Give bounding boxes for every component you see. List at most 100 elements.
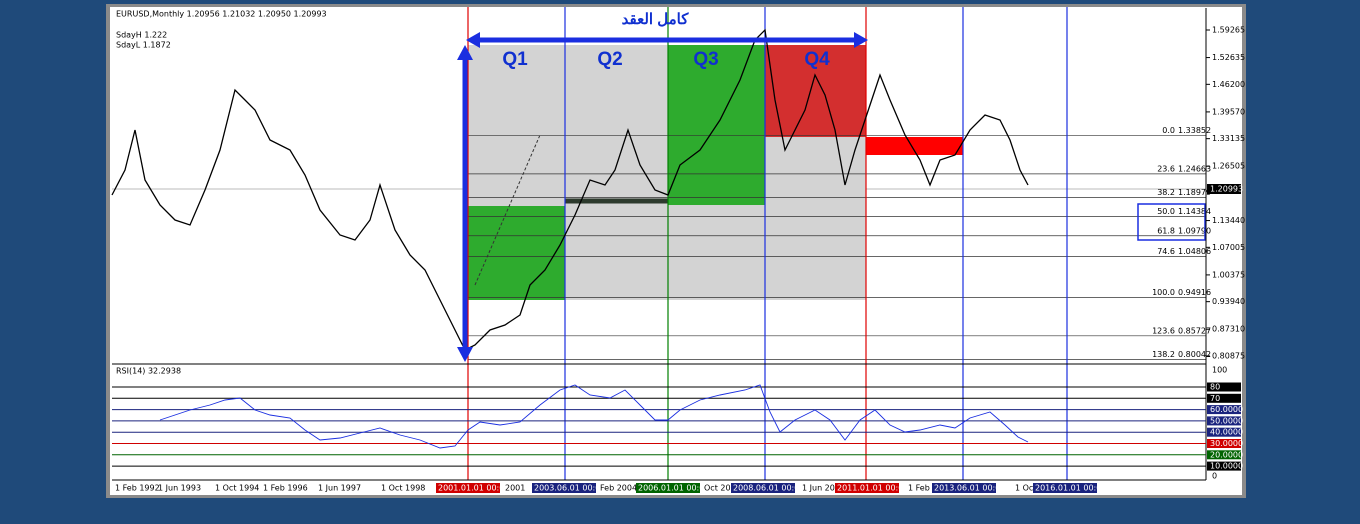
time-label: 1 Jun 1997 <box>318 484 361 493</box>
price-label: 1.07005 <box>1212 243 1245 252</box>
fib-price: 1.04806 <box>1178 247 1211 256</box>
rsi-level-box <box>1207 382 1241 392</box>
rsi-level-label: 70 <box>1210 394 1220 403</box>
fib-ratio: 100.0 <box>1152 288 1175 297</box>
sday-low: SdayL 1.1872 <box>116 41 171 50</box>
price-axis: 1.59265 1.52635 1.46200 1.39570 1.33135 1.265… <box>1206 26 1245 361</box>
date-marker <box>835 483 899 493</box>
time-label: 1 Oct 1998 <box>381 484 425 493</box>
quarter-label: Q4 <box>804 49 830 70</box>
fib-price: 1.09790 <box>1178 226 1211 235</box>
rsi-pane: RSI(14) 32.2938 100 0 80 70 60.0000 50.0000 40.… <box>112 366 1243 481</box>
time-label: Feb 2004 <box>600 484 637 493</box>
time-label: 2001 <box>505 484 525 493</box>
fib-price: 1.33852 <box>1178 126 1211 135</box>
rsi-level-label: 30.0000 <box>1210 439 1243 448</box>
highlight-box <box>1137 203 1206 241</box>
quarter-label: Q1 <box>502 49 528 70</box>
date-marker <box>1033 483 1097 493</box>
rsi-level-label: 40.0000 <box>1210 428 1243 437</box>
time-label: 2001.01.01 00:00 <box>438 484 509 493</box>
date-marker <box>932 483 996 493</box>
rsi-level-label: 10.0000 <box>1210 462 1243 471</box>
date-marker <box>532 483 596 493</box>
time-label: 1 Feb 1992 <box>115 484 160 493</box>
time-label: Oct 200 <box>704 484 736 493</box>
symbol-info: EURUSD,Monthly 1.20956 1.21032 1.20950 1… <box>116 10 327 19</box>
fib-price: 0.85727 <box>1178 326 1211 335</box>
time-label: 2013.06.01 00:00 <box>934 484 1005 493</box>
rsi-level-box <box>1207 439 1241 448</box>
current-price-box <box>1207 184 1241 194</box>
current-price: 1.20993 <box>1210 185 1243 194</box>
contract-label: كامل العقد <box>622 11 690 28</box>
time-label: 1 Oc <box>1015 484 1033 493</box>
time-label: 1 Feb 1996 <box>263 484 308 493</box>
fib-ratio: 123.6 <box>1152 326 1175 335</box>
rsi-level-box <box>1207 461 1241 471</box>
fib-ratio: 0.0 <box>1162 126 1175 135</box>
date-marker <box>636 483 700 493</box>
rsi-level-box <box>1207 393 1241 403</box>
quarter-label: Q3 <box>693 49 718 70</box>
rsi-level-label: 20.0000 <box>1210 450 1243 459</box>
fib-ratio: 38.2 <box>1157 188 1175 197</box>
sday-high: SdayH 1.222 <box>116 31 167 40</box>
q1-box <box>468 206 565 300</box>
rsi-level-box <box>1207 450 1241 460</box>
price-label: 1.26505 <box>1212 162 1245 171</box>
time-label: 1 Jun 20 <box>802 484 835 493</box>
rsi-level-label: 50.0000 <box>1210 416 1243 425</box>
fib-price: 1.24663 <box>1178 164 1211 173</box>
rsi-level-label: 60.0000 <box>1210 405 1243 414</box>
time-label: 2008.06.01 00:00 <box>733 484 804 493</box>
fib-price: 1.18979 <box>1178 188 1211 197</box>
rsi-line <box>159 384 1029 449</box>
trend-line <box>474 134 541 286</box>
price-label: 1.46200 <box>1212 80 1245 89</box>
rsi-level-box <box>1207 405 1241 415</box>
time-label: 1 Jun 1993 <box>158 484 201 493</box>
time-label: 2003.06.01 00:00 <box>534 484 605 493</box>
time-label: 2016.01.01 00:00 <box>1035 484 1106 493</box>
date-marker <box>436 483 500 493</box>
time-label: 2011.01.01 00:00 <box>837 484 908 493</box>
price-label: 1.00375 <box>1212 270 1245 279</box>
fib-ratio: 23.6 <box>1157 164 1175 173</box>
fib-levels: 0.0 1.33852 23.6 1.24663 38.2 1.18979 50.0 1.14… <box>468 126 1211 360</box>
period-lines <box>467 7 1068 480</box>
price-line <box>111 28 1029 351</box>
fib-ratio: 74.6 <box>1157 247 1175 256</box>
rsi-bottom: 0 <box>1212 472 1217 481</box>
price-label: 0.80875 <box>1212 352 1245 361</box>
date-marker <box>731 483 795 493</box>
fib-ratio: 61.8 <box>1157 226 1175 235</box>
price-label: 1.13440 <box>1212 216 1245 225</box>
q4-box <box>765 45 866 137</box>
time-label: 1 Feb <box>908 484 930 493</box>
arrows <box>457 32 868 362</box>
fib-ratio: 50.0 <box>1157 207 1175 216</box>
price-label: 1.39570 <box>1212 107 1245 116</box>
price-label: 1.52635 <box>1212 53 1245 62</box>
price-label: 1.33135 <box>1212 134 1245 143</box>
fib-price: 1.14384 <box>1178 207 1211 216</box>
fib-price: 0.94916 <box>1178 288 1211 297</box>
fib-price: 0.80042 <box>1178 350 1211 359</box>
rsi-title: RSI(14) 32.2938 <box>116 367 181 376</box>
price-label: 0.87310 <box>1212 325 1245 334</box>
quarter-label: Q2 <box>597 49 622 70</box>
price-label: 0.93940 <box>1212 297 1245 306</box>
rsi-level-box <box>1207 416 1241 426</box>
price-label: 1.59265 <box>1212 26 1245 35</box>
rsi-top: 100 <box>1212 366 1227 375</box>
rsi-level-label: 80 <box>1210 383 1220 392</box>
fib-ratio: 138.2 <box>1152 350 1175 359</box>
time-label: 1 Oct 1994 <box>215 484 259 493</box>
post-box <box>866 137 963 155</box>
rsi-level-box <box>1207 427 1241 437</box>
time-label: 2006.01.01 00:00 <box>638 484 709 493</box>
